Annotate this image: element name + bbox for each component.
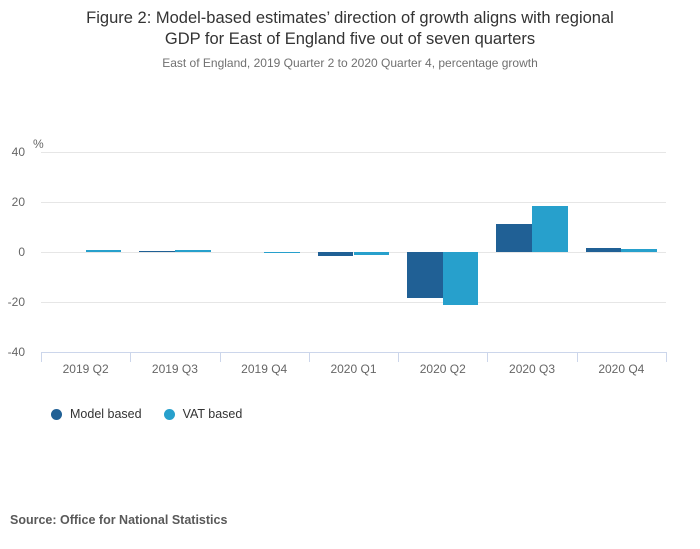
bar-model-based-2020-q3[interactable] xyxy=(496,223,533,252)
gridline-40 xyxy=(41,152,666,153)
legend-marker-vat-based xyxy=(163,408,175,420)
y-axis-label-0: 0 xyxy=(18,245,25,259)
x-axis-label-2020-q1: 2020 Q1 xyxy=(330,362,377,376)
x-axis-label-2020-q3: 2020 Q3 xyxy=(509,362,556,376)
legend-marker-model-based xyxy=(51,408,62,420)
x-axis-tick xyxy=(487,352,489,362)
bar-model-based-2020-q2[interactable] xyxy=(407,252,443,299)
y-axis-label-40: 40 xyxy=(11,145,25,159)
legend-item-vat-based[interactable]: VAT based xyxy=(163,407,243,421)
y-axis-label-20: 20 xyxy=(11,195,25,209)
x-axis-tick xyxy=(308,352,310,362)
x-axis-tick xyxy=(219,352,221,362)
x-axis-tick xyxy=(666,352,667,362)
y-axis-unit-label: % xyxy=(33,137,44,151)
bar-vat-based-2019-q3[interactable] xyxy=(174,249,211,252)
gridline-20 xyxy=(41,202,666,203)
chart-title: Figure 2: Model-based estimates’ directi… xyxy=(35,8,665,49)
legend-item-model-based[interactable]: Model based xyxy=(51,407,142,421)
gridline--20 xyxy=(41,302,666,303)
x-axis-label-2019-q4: 2019 Q4 xyxy=(241,362,288,376)
legend: Model based VAT based xyxy=(51,407,242,421)
legend-label-model-based: Model based xyxy=(70,407,142,421)
x-axis-label-2019-q3: 2019 Q3 xyxy=(151,362,198,376)
legend-label-vat-based: VAT based xyxy=(182,407,243,421)
x-axis-label-2020-q4: 2020 Q4 xyxy=(598,362,645,376)
chart-title-line-1: Figure 2: Model-based estimates’ directi… xyxy=(86,9,614,27)
bar-vat-based-2020-q2[interactable] xyxy=(442,252,479,305)
bar-vat-based-2020-q3[interactable] xyxy=(532,206,568,252)
x-axis-label-2019-q2: 2019 Q2 xyxy=(62,362,109,376)
chart-title-line-2: GDP for East of England five out of seve… xyxy=(164,29,536,48)
x-axis-tick xyxy=(41,352,42,362)
bar-model-based-2020-q1[interactable] xyxy=(317,252,354,256)
bar-vat-based-2019-q2[interactable] xyxy=(85,250,122,252)
bar-vat-based-2020-q1[interactable] xyxy=(353,252,390,255)
chart-subtitle: East of England, 2019 Quarter 2 to 2020 … xyxy=(162,56,538,70)
plot-area: % 40 20 0 -20 -40 2019 Q2 2019 Q3 2019 Q4 2020 Q… xyxy=(8,137,667,376)
bar-model-based-2019-q3[interactable] xyxy=(139,251,175,252)
y-axis-label--40: -40 xyxy=(7,345,25,359)
x-axis-tick xyxy=(130,352,132,362)
y-axis-label--20: -20 xyxy=(7,295,25,309)
x-axis-label-2020-q2: 2020 Q2 xyxy=(419,362,466,376)
source-text: Source: Office for National Statistics xyxy=(10,513,228,527)
x-axis-line xyxy=(41,352,666,353)
bar-vat-based-2020-q4[interactable] xyxy=(621,249,658,252)
x-axis-tick xyxy=(398,352,400,362)
bar-vat-based-2019-q4[interactable] xyxy=(264,252,300,254)
bar-model-based-2020-q4[interactable] xyxy=(585,247,622,252)
x-axis-tick xyxy=(576,352,578,362)
